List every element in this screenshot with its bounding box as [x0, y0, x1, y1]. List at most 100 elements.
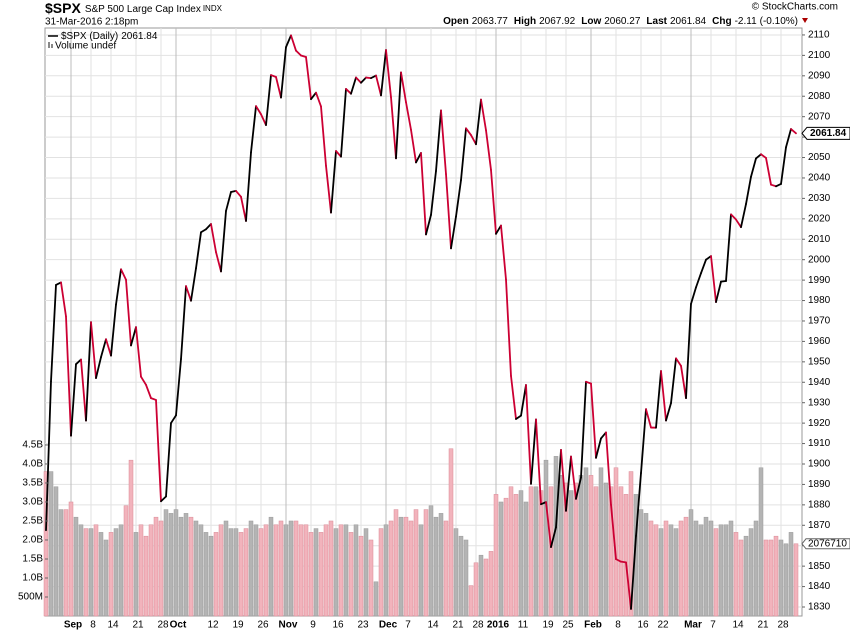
x-tick-label: 22 — [657, 620, 669, 631]
volume-bar — [438, 513, 444, 617]
price-segment — [275, 76, 282, 99]
price-segment — [505, 278, 512, 377]
volume-bar — [573, 482, 579, 617]
copyright: © StockCharts.com — [752, 2, 838, 13]
price-segment — [330, 150, 337, 214]
price-segment — [235, 190, 242, 198]
price-segment — [160, 495, 167, 503]
y-tick-label: 1850 — [808, 561, 831, 572]
price-segment — [640, 408, 647, 474]
y-tick-label: 1980 — [808, 295, 831, 306]
price-segment — [430, 170, 437, 216]
price-segment — [570, 455, 577, 500]
price-segment — [710, 255, 717, 303]
volume-bar — [58, 509, 64, 617]
price-segment — [790, 128, 797, 135]
symbol: $SPX — [45, 0, 81, 16]
volume-bar — [703, 516, 709, 617]
down-arrow — [802, 18, 808, 23]
volume-bar — [598, 467, 604, 617]
volume-bar — [213, 532, 219, 617]
price-segment — [680, 364, 687, 400]
volume-bar — [753, 520, 759, 617]
price-segment — [760, 153, 767, 159]
price-segment — [205, 223, 212, 231]
price-segment — [145, 383, 152, 400]
volume-bar — [713, 528, 719, 617]
y-tick-label: 1970 — [808, 316, 831, 327]
volume-bar — [263, 524, 269, 617]
volume-bar — [233, 528, 239, 617]
volume-bar — [163, 509, 169, 617]
price-segment — [635, 472, 642, 537]
price-segment — [140, 375, 147, 386]
x-tick-label: 8 — [615, 620, 621, 631]
volume-bar — [63, 509, 69, 617]
volume-bar — [208, 535, 214, 617]
volume-bar — [673, 528, 679, 617]
price-segment — [335, 150, 342, 158]
y-tick-label: 2050 — [808, 152, 831, 163]
x-tick-label: 21 — [452, 620, 464, 631]
price-segment — [415, 152, 422, 164]
volume-bar — [128, 459, 134, 617]
volume-bar — [568, 490, 574, 617]
price-segment — [60, 281, 67, 318]
volume-bar — [498, 501, 504, 617]
price-segment — [785, 128, 792, 149]
price-segment — [90, 321, 97, 380]
volume-bar — [198, 524, 204, 617]
price-segment — [170, 414, 177, 424]
volume-bar — [148, 524, 154, 617]
index-name: S&P 500 Large Cap Index — [85, 4, 201, 15]
y-tick-label: 2040 — [808, 173, 831, 184]
volume-bar — [683, 516, 689, 617]
x-tick-label: Nov — [279, 620, 298, 631]
volume-bar — [768, 539, 774, 617]
price-segment — [260, 113, 267, 126]
y2-tick-label: 4.0B — [22, 459, 43, 470]
volume-bar — [373, 581, 379, 617]
y-tick-label: 2080 — [808, 91, 831, 102]
volume-bar — [408, 520, 414, 617]
volume-bar — [98, 532, 104, 617]
y2-tick-label: 2.0B — [22, 535, 43, 546]
volume-bar — [793, 543, 799, 617]
y-tick-label: 2090 — [808, 70, 831, 81]
high: 2067.92 — [539, 16, 576, 27]
volume-bar — [243, 528, 249, 617]
price-segment — [215, 251, 222, 273]
volume-bar — [278, 520, 284, 617]
price-segment — [460, 127, 467, 181]
price-segment — [265, 74, 272, 126]
volume-bar — [658, 528, 664, 617]
price-segment — [465, 127, 472, 136]
chg-label: Chg — [712, 16, 731, 27]
price-segment — [345, 88, 352, 95]
price-segment — [375, 74, 382, 97]
price-segment — [685, 303, 692, 400]
volume-bar — [383, 524, 389, 617]
volume-bar — [353, 524, 359, 617]
price-segment — [320, 105, 327, 167]
legend-volume-icon — [51, 44, 53, 48]
volume-bar — [483, 558, 489, 617]
volume-bar — [123, 505, 129, 617]
volume-bar — [783, 543, 789, 617]
price-segment — [750, 157, 757, 178]
y-tick-label: 1940 — [808, 377, 831, 388]
volume-bar — [533, 486, 539, 617]
volume-bar — [323, 524, 329, 617]
price-segment — [360, 76, 367, 84]
volume-bar — [453, 528, 459, 617]
volume-bar — [773, 535, 779, 617]
price-segment — [50, 283, 57, 383]
price-segment — [380, 49, 387, 97]
price-segment — [525, 384, 532, 485]
volume-bar — [108, 532, 114, 617]
price-segment — [445, 173, 452, 250]
open-label: Open — [443, 16, 469, 27]
price-segment — [665, 402, 672, 422]
y-tick-label: 2100 — [808, 50, 831, 61]
volume-bar — [178, 516, 184, 617]
